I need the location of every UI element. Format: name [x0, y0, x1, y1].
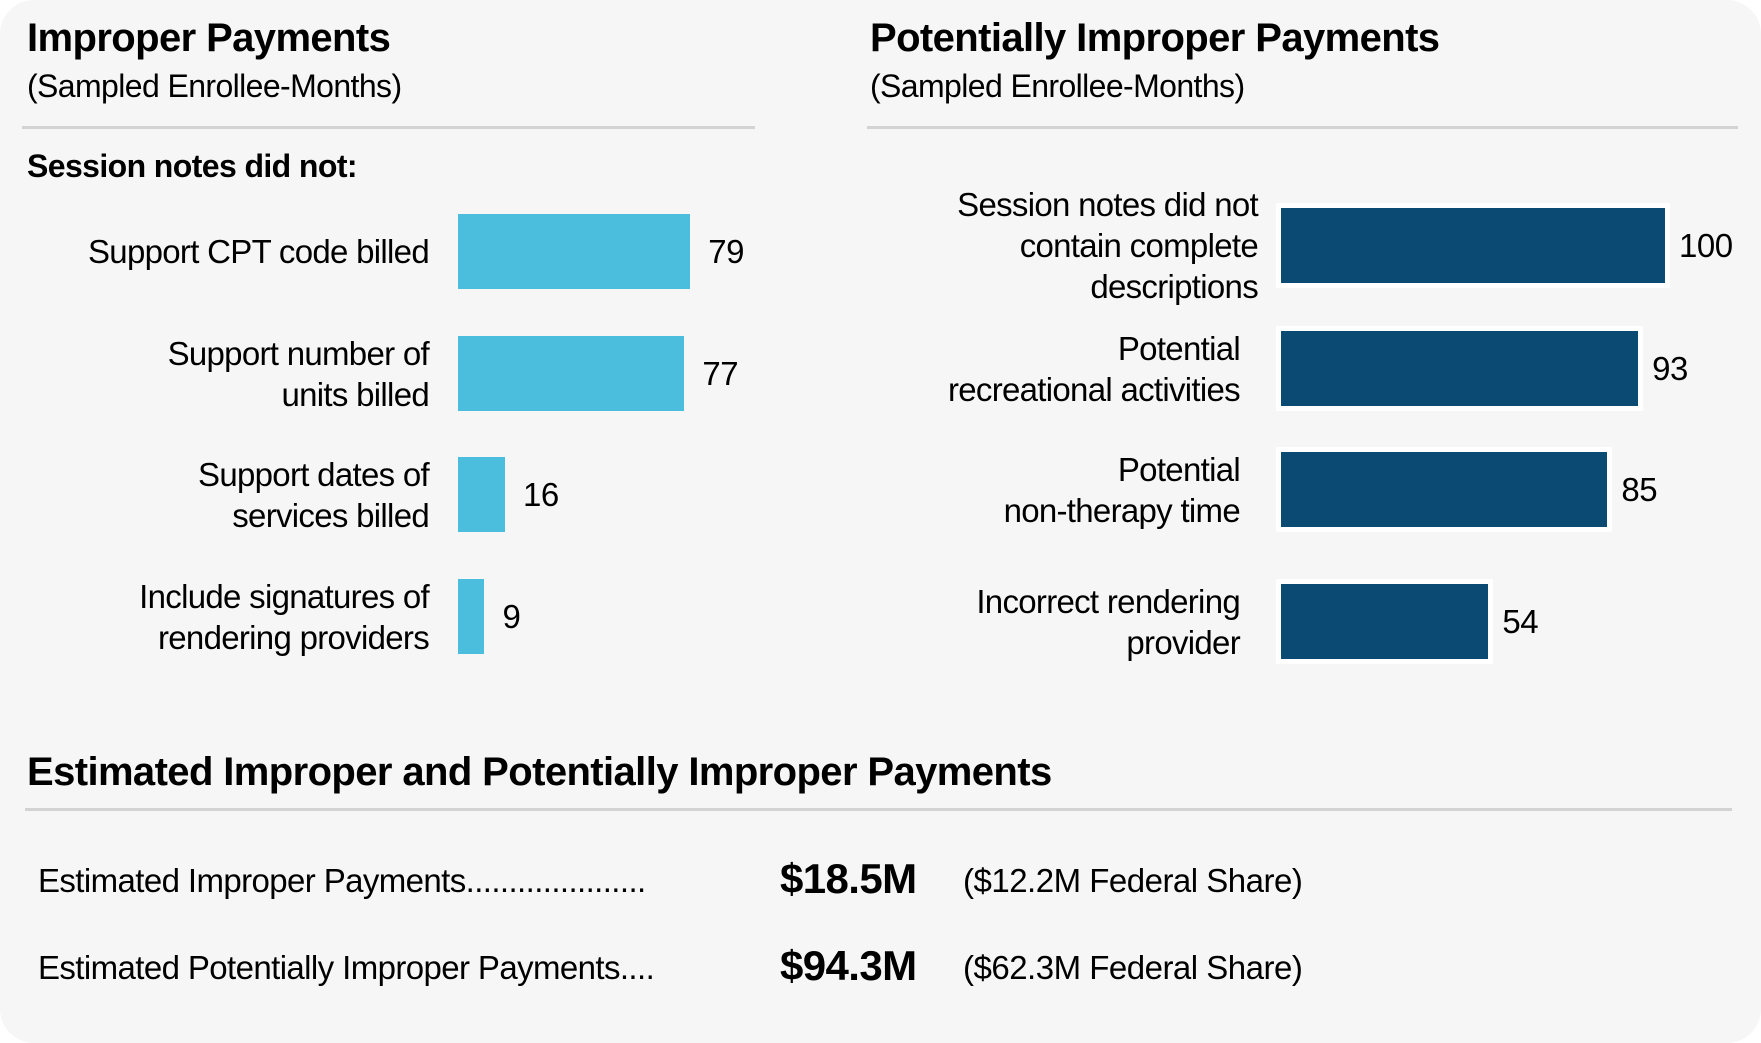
category-label: Support CPT code billed [87, 231, 430, 272]
bar [458, 336, 685, 411]
bar-value-label: 79 [708, 232, 744, 270]
estimate-federal-share: ($62.3M Federal Share) [963, 949, 1303, 986]
bar [458, 457, 506, 532]
category-label: Potential non-therapy time [1003, 449, 1241, 531]
bar-value-label: 100 [1679, 226, 1733, 264]
bar [1275, 447, 1613, 532]
estimate-label: Estimated Potentially Improper Payments.… [38, 949, 655, 986]
bar-value-label: 54 [1502, 602, 1539, 640]
category-label-line: units billed [281, 375, 429, 413]
bar [458, 579, 485, 654]
bar-value-label: 93 [1652, 349, 1688, 387]
category-label: Support number of units billed [167, 333, 430, 415]
session-notes-label: Session notes did not: [27, 148, 358, 184]
category-label-line: Potential [1117, 329, 1241, 367]
category-label: Support dates of services billed [198, 454, 430, 536]
bar [458, 214, 691, 289]
category-label-line: descriptions [1090, 268, 1258, 305]
bar [1276, 203, 1670, 288]
category-label-line: Include signatures of [139, 577, 430, 615]
estimate-federal-share: ($12.2M Federal Share) [963, 862, 1303, 899]
category-label-line: services billed [232, 496, 429, 534]
bar [1275, 326, 1644, 411]
bar [1275, 579, 1494, 664]
right-header-divider [867, 126, 1738, 129]
estimate-label: Estimated Improper Payments.............… [38, 862, 646, 899]
bar-value-label: 85 [1621, 470, 1658, 508]
estimates-title: Estimated Improper and Potentially Impro… [27, 750, 1052, 794]
estimates-divider [25, 808, 1732, 811]
category-label-line: non-therapy time [1003, 491, 1241, 529]
category-label: Incorrect rendering provider [976, 581, 1240, 663]
category-label-line: Support dates of [198, 455, 430, 493]
category-label: Potential recreational activities [947, 328, 1241, 410]
category-label-line: contain complete [1019, 227, 1259, 264]
category-label: Include signatures of rendering providers [139, 576, 430, 658]
bar-value-label: 9 [502, 597, 521, 635]
left-header-divider [22, 126, 755, 129]
category-label-line: recreational activities [947, 370, 1241, 408]
estimate-amount: $18.5M [780, 855, 917, 902]
potentially-improper-payments-subtitle: (Sampled Enrollee-Months) [870, 68, 1245, 104]
category-label-line: provider [1126, 623, 1240, 661]
category-label-line: Support CPT code billed [87, 233, 430, 270]
category-label: Session notes did not contain complete des… [957, 184, 1259, 307]
estimate-amount: $94.3M [780, 942, 917, 989]
potentially-improper-payments-title: Potentially Improper Payments [870, 16, 1440, 60]
category-label-line: Potential [1117, 450, 1241, 488]
bar-value-label: 16 [523, 475, 559, 513]
category-label-line: Incorrect rendering [976, 582, 1240, 620]
category-label-line: Support number of [167, 334, 430, 372]
category-label-line: rendering providers [157, 618, 430, 656]
improper-payments-title: Improper Payments [27, 16, 391, 60]
improper-payments-subtitle: (Sampled Enrollee-Months) [27, 68, 402, 104]
bar-value-label: 77 [702, 354, 739, 392]
category-label-line: Session notes did not [957, 186, 1259, 223]
